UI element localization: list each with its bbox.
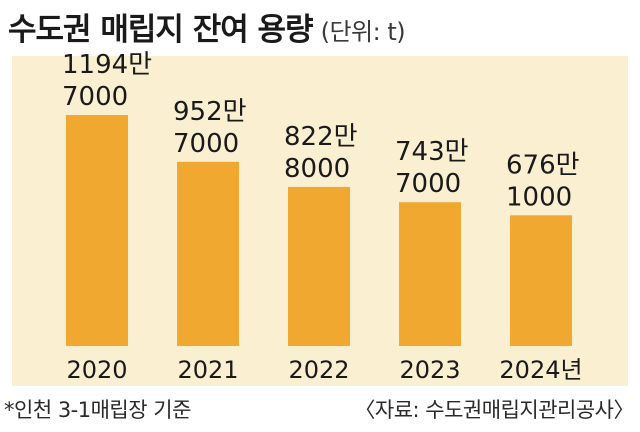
value-label-2021-line2: 7000 xyxy=(173,129,239,159)
value-label-2022-line2: 8000 xyxy=(284,154,350,184)
value-label-2023-line1: 743만 xyxy=(395,137,469,167)
unit-label: (단위: t) xyxy=(320,18,406,46)
title-row: 수도권 매립지 잔여 용량 (단위: t) xyxy=(8,4,406,50)
bar-2023 xyxy=(399,202,461,346)
bar-2022 xyxy=(288,186,350,346)
value-label-2022-line1: 822만 xyxy=(284,122,358,152)
value-label-2020-line1: 1194만 xyxy=(62,50,152,80)
bar-2021 xyxy=(177,161,239,346)
x-tick-label-2022: 2022 xyxy=(288,356,349,384)
chart-footer: *인천 3-1매립장 기준 〈자료: 수도권매립지관리공사〉 xyxy=(0,392,640,428)
bar-2020 xyxy=(66,115,128,347)
value-label-2024년-line2: 1000 xyxy=(506,182,572,212)
bar-chart: 1194만70002020952만70002021822만80002022743… xyxy=(62,50,583,384)
value-label-2023-line2: 7000 xyxy=(395,169,461,199)
value-label-2024년-line1: 676만 xyxy=(506,150,580,180)
footnote: *인천 3-1매립장 기준 xyxy=(4,398,191,422)
value-label-2020-line2: 7000 xyxy=(62,82,128,112)
value-label-2021-line1: 952만 xyxy=(173,97,247,127)
x-tick-label-2021: 2021 xyxy=(177,356,238,384)
x-tick-label-2023: 2023 xyxy=(399,356,460,384)
x-tick-label-2024년: 2024년 xyxy=(499,356,582,384)
bar-2024년 xyxy=(510,215,572,346)
x-tick-label-2020: 2020 xyxy=(66,356,127,384)
chart-title: 수도권 매립지 잔여 용량 xyxy=(8,12,314,48)
source-credit: 〈자료: 수도권매립지관리공사〉 xyxy=(354,398,634,422)
